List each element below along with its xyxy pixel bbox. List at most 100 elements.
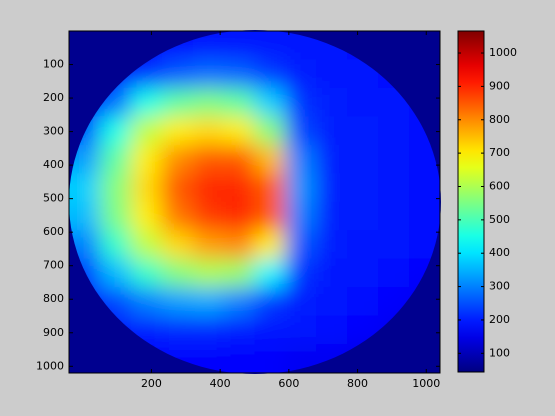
heatmap-cell	[161, 59, 194, 89]
heatmap-cell	[192, 116, 225, 146]
heatmap-cell	[285, 344, 317, 374]
heatmap-cell	[316, 230, 348, 260]
heatmap-cell	[192, 201, 225, 231]
heatmap-cell	[316, 30, 348, 60]
x-tick-label: 800	[347, 377, 368, 390]
heatmap-cell	[223, 59, 255, 89]
colorbar-tick-label: 200	[489, 313, 510, 326]
heatmap-cell	[254, 116, 286, 146]
heatmap-cell	[347, 173, 379, 203]
heatmap-cell	[254, 230, 286, 260]
heatmap-cell	[254, 201, 286, 231]
heatmap-cell	[316, 87, 348, 117]
heatmap-cell	[223, 230, 255, 260]
heatmap-cell	[285, 258, 317, 288]
y-tick-label: 300	[43, 125, 64, 138]
heatmap-cell	[130, 201, 163, 231]
heatmap-cell	[254, 344, 286, 374]
colorbar-tick-label: 600	[489, 179, 510, 192]
heatmap-cell	[316, 287, 348, 317]
heatmap-cell	[99, 230, 132, 260]
heatmap-cell	[285, 315, 317, 345]
heatmap-cell	[254, 173, 286, 203]
heatmap-cell	[161, 173, 194, 203]
heatmap-cell	[161, 87, 194, 117]
y-tick-label: 600	[43, 225, 64, 238]
heatmap-cell	[254, 144, 286, 174]
heatmap-cell	[347, 116, 379, 146]
heatmap-cell	[378, 201, 410, 231]
heatmap-cell	[285, 116, 317, 146]
heatmap-cell	[285, 144, 317, 174]
y-tick-label: 900	[43, 326, 64, 339]
heatmap-cell	[223, 116, 255, 146]
heatmap-cell	[285, 30, 317, 60]
heatmap-cell	[99, 173, 132, 203]
colorbar-tick-label: 300	[489, 280, 510, 293]
heatmap-cell	[130, 230, 163, 260]
heatmap-cell	[161, 116, 194, 146]
colorbar-tick-label: 400	[489, 246, 510, 259]
heatmap-cell	[378, 116, 410, 146]
heatmap-cell	[285, 59, 317, 89]
heatmap-cell	[378, 144, 410, 174]
heatmap-cell	[192, 344, 225, 374]
heatmap-cell	[409, 173, 441, 203]
heatmap-cell	[223, 258, 255, 288]
heatmap-cell	[130, 116, 163, 146]
heatmap-cell	[285, 230, 317, 260]
heatmap-cell	[161, 230, 194, 260]
heatmap-cell	[130, 87, 163, 117]
heatmap-cell	[192, 144, 225, 174]
heatmap-cell	[254, 287, 286, 317]
heatmap-cell	[192, 287, 225, 317]
heatmap-cell	[254, 30, 286, 60]
heatmap-cell	[347, 201, 379, 231]
heatmap-cell	[254, 315, 286, 345]
heatmap-cell	[69, 201, 101, 231]
heatmap-cell	[347, 287, 379, 317]
heatmap-cell	[192, 258, 225, 288]
heatmap-cell	[99, 116, 132, 146]
heatmap-cell	[130, 144, 163, 174]
heatmap-cell	[285, 173, 317, 203]
heatmap-cell	[223, 173, 255, 203]
heatmap-cell	[223, 287, 255, 317]
heatmap-cell	[285, 87, 317, 117]
x-tick-label: 200	[141, 377, 162, 390]
heatmap-cell	[192, 30, 225, 60]
heatmap-cell	[347, 144, 379, 174]
axes-box	[68, 30, 441, 374]
heatmap-cell	[254, 59, 286, 89]
heatmap-cell	[316, 344, 348, 374]
heatmap-cell	[285, 201, 317, 231]
heatmap-cell	[316, 258, 348, 288]
colorbar-box	[457, 30, 485, 373]
x-tick-label: 600	[278, 377, 299, 390]
colorbar	[458, 31, 484, 372]
heatmap-cell	[99, 258, 132, 288]
y-tick-label: 1000	[36, 359, 64, 372]
heatmap-cell	[192, 173, 225, 203]
heatmap-cell	[316, 173, 348, 203]
heatmap-cell	[223, 201, 255, 231]
colorbar-tick-label: 900	[489, 79, 510, 92]
heatmap-cell	[223, 30, 255, 60]
y-tick-label: 500	[43, 192, 64, 205]
heatmap-cell	[316, 144, 348, 174]
heatmap-cell	[99, 144, 132, 174]
heatmap-cell	[192, 59, 225, 89]
heatmap-cell	[254, 87, 286, 117]
heatmap-cell	[378, 258, 410, 288]
heatmap-cell	[161, 30, 194, 60]
heatmap-cell	[254, 258, 286, 288]
x-tick-label: 400	[210, 377, 231, 390]
y-tick-label: 700	[43, 259, 64, 272]
heatmap-cell	[347, 87, 379, 117]
heatmap-cell	[285, 287, 317, 317]
heatmap-cell	[347, 230, 379, 260]
heatmap-cell	[316, 59, 348, 89]
heatmap-cell	[192, 87, 225, 117]
heatmap-cell	[192, 230, 225, 260]
